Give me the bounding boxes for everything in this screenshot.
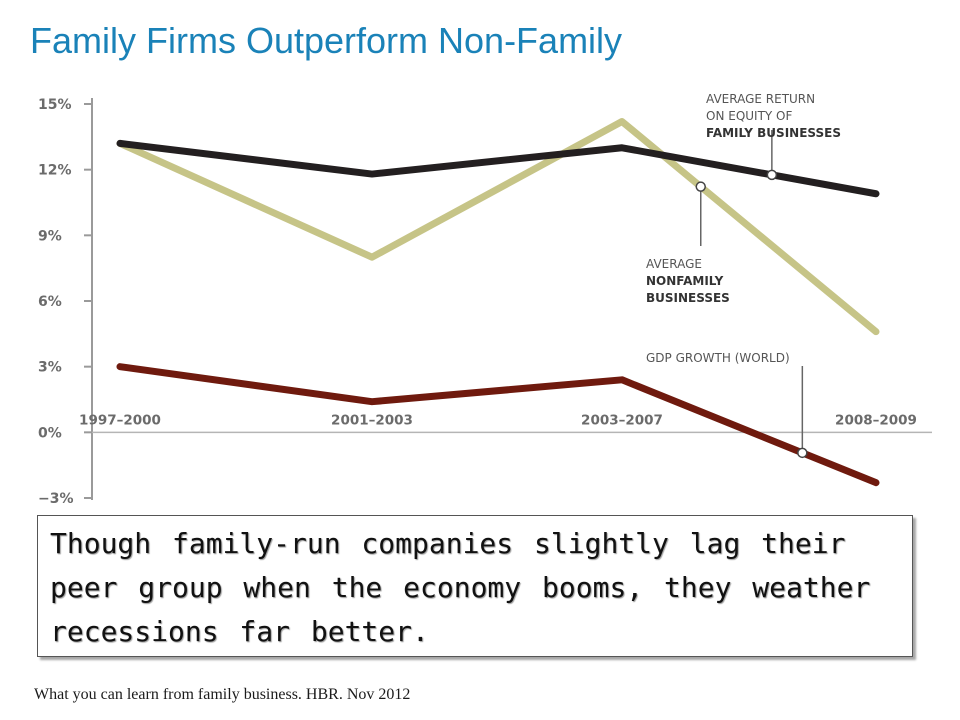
x-category-label: 2001–2003 (331, 412, 413, 428)
series-label-gdp: GDP GROWTH (WORLD) (646, 351, 790, 365)
series-label-family: AVERAGE RETURN (706, 92, 815, 106)
y-tick-label: 15% (38, 97, 72, 113)
slide-title: Family Firms Outperform Non-Family (30, 20, 623, 61)
series-line-nonfamily (116, 118, 880, 336)
series-label-nonfamily: BUSINESSES (646, 291, 730, 305)
y-tick-label: 12% (38, 163, 72, 179)
annotation-marker-nonfamily (695, 181, 706, 192)
x-category-label: 2008–2009 (835, 412, 917, 428)
y-tick-label: −3% (38, 491, 74, 507)
y-tick-label: 0% (38, 425, 62, 441)
series-label-family: FAMILY BUSINESSES (706, 126, 841, 140)
callout-box: Though family-run companies slightly lag… (37, 515, 913, 657)
callout-text: Though family-run companies slightly lag… (50, 527, 871, 648)
series-line-family (116, 139, 880, 198)
x-category-label: 1997–2000 (79, 412, 161, 428)
series-label-family: ON EQUITY OF (706, 109, 793, 123)
line-chart: 15% 12% 9% 6% 3% 0% −3% 1997–2000 2001–2003 2003–… (38, 92, 932, 507)
y-tick-label: 3% (38, 360, 62, 376)
annotation-marker-family (766, 169, 778, 181)
y-tick-label: 6% (38, 294, 62, 310)
series-line-gdp (116, 363, 880, 487)
series-label-nonfamily: AVERAGE (646, 257, 702, 271)
annotation-marker-gdp (797, 447, 808, 459)
y-tick-label: 9% (38, 228, 62, 244)
series-label-nonfamily: NONFAMILY (646, 274, 724, 288)
source-citation: What you can learn from family business.… (34, 686, 411, 703)
x-category-label: 2003–2007 (581, 412, 663, 428)
